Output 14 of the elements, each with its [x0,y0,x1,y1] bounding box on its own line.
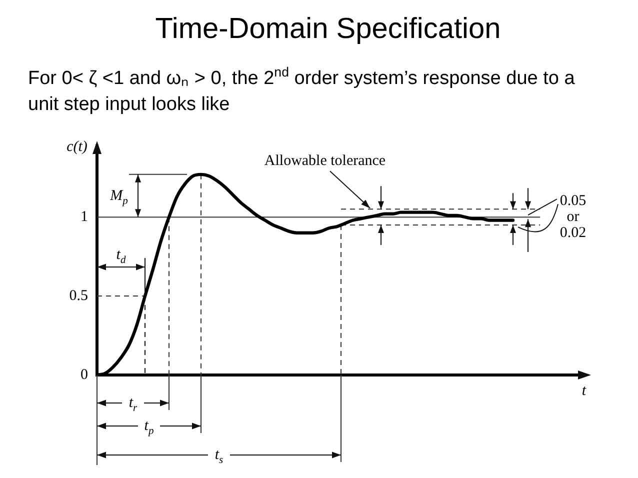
y-axis-title: c(t) [66,138,88,156]
annotation: t$_{d}$ [116,246,126,266]
text: t$_{r}$ [128,394,138,414]
y-tick-label: 0 [80,366,88,383]
text: t$_{p}$ [144,418,154,437]
ref-line-label: Allowable tolerance [264,152,386,170]
y-tick-label: 1 [80,209,88,226]
annotation: M$_{p}$ [110,187,128,206]
y-tick-label: 0.5 [69,288,88,304]
text: t$_{s}$ [214,446,224,466]
x-axis-title: t [582,382,586,400]
annotation: 0.05 or 0.02 [558,193,588,242]
chart-title: Time-Domain Specification [154,12,502,47]
text: For 0< ζ <1 and ωₙ > 0, the 2$^{nd}$ order system’s response due to a unit step input looks like [28,64,575,115]
